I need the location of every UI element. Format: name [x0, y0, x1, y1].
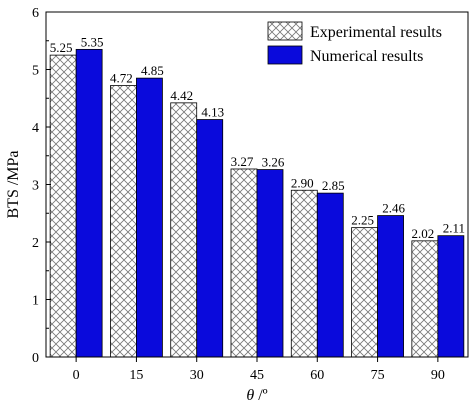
legend-label: Experimental results	[310, 24, 442, 41]
bar-value-label: 5.35	[81, 34, 104, 49]
bar-value-label: 4.13	[201, 105, 224, 120]
experimental-bar	[170, 102, 198, 358]
y-tick-label: 3	[32, 179, 39, 194]
y-tick-label: 1	[32, 294, 39, 309]
x-axis-label: θ /º	[246, 387, 267, 404]
numerical-bar	[377, 215, 404, 358]
legend-label: Numerical results	[310, 48, 423, 65]
experimental-bar	[110, 85, 137, 358]
bar-value-label: 5.25	[50, 40, 73, 55]
y-tick-label: 0	[32, 351, 39, 366]
x-tick-label: 60	[310, 368, 324, 383]
bar-value-label: 4.85	[141, 63, 164, 78]
numerical-bar	[75, 48, 103, 358]
bar-value-label: 2.90	[291, 175, 314, 190]
bar-value-label: 2.46	[382, 201, 405, 216]
numerical-bar	[256, 169, 284, 358]
numerical-bar	[437, 235, 465, 358]
numerical-bar	[196, 119, 224, 358]
x-tick-label: 0	[73, 368, 80, 383]
bar-value-label: 2.02	[411, 226, 434, 241]
bar-value-label: 3.27	[231, 154, 254, 169]
experimental-bar	[230, 168, 258, 358]
bar-value-label: 4.42	[170, 88, 193, 103]
legend-swatch-experimental	[267, 21, 303, 41]
bar-value-label: 4.72	[110, 71, 133, 86]
value-labels-group: 5.25 5.35 4.72 4.85 4.42 4.13 3.27 3.26 2.90 2.85…	[50, 34, 465, 240]
y-tick-label: 4	[32, 121, 39, 136]
x-tick-label: 90	[431, 368, 445, 383]
x-tick-label: 30	[190, 368, 204, 383]
bars-group	[49, 48, 465, 358]
experimental-bar	[290, 189, 318, 358]
bar-value-label: 2.11	[443, 221, 465, 236]
experimental-bar	[351, 227, 378, 358]
y-tick-label: 6	[32, 6, 39, 21]
bar-value-label: 2.85	[322, 178, 345, 193]
x-tick-label: 15	[129, 368, 143, 383]
experimental-bar	[411, 240, 439, 358]
y-tick-label: 5	[32, 64, 39, 79]
x-tick-label: 75	[371, 368, 385, 383]
legend: Experimental results Numerical results	[262, 18, 464, 72]
y-tick-label: 2	[32, 236, 39, 251]
x-tick-label: 45	[250, 368, 264, 383]
bar-value-label: 2.25	[351, 213, 374, 228]
experimental-bar	[49, 54, 77, 358]
numerical-bar	[316, 192, 344, 358]
numerical-bar	[136, 77, 163, 358]
bar-value-label: 3.26	[262, 155, 285, 170]
y-axis-label: BTS /MPa	[5, 150, 22, 218]
legend-swatch-numerical	[267, 45, 303, 65]
